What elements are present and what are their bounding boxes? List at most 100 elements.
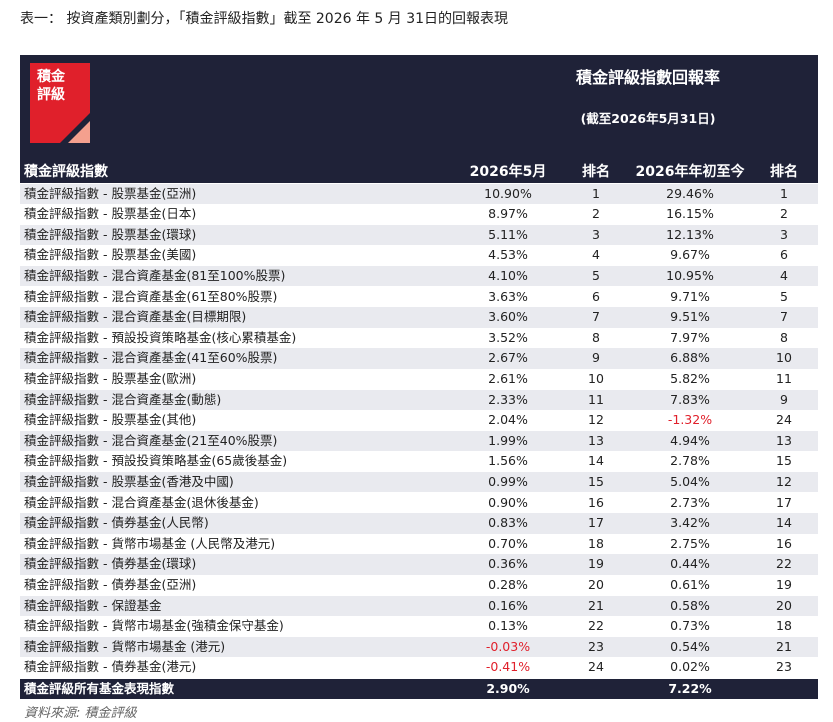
table-cell: 0.54%: [670, 638, 710, 654]
table-cell: 0.61%: [670, 576, 710, 592]
row-band: [20, 595, 818, 617]
table-cell: 9: [780, 391, 788, 407]
table-cell: 積金評級指數 - 混合資產基金(41至60%股票): [24, 350, 278, 366]
row-band: [20, 183, 818, 205]
table-cell: 8.97%: [488, 206, 528, 222]
table-cell: 8: [592, 329, 600, 345]
table-cell: 4.10%: [488, 267, 528, 283]
table-cell: 15: [776, 453, 792, 469]
source: 資料來源: 積金評級: [24, 706, 137, 721]
table-cell: 17: [776, 494, 792, 510]
table-cell: 13: [588, 432, 604, 448]
table-cell: 0.70%: [488, 535, 528, 551]
table-cell: 20: [776, 597, 792, 613]
table-cell: 9.71%: [670, 288, 710, 304]
table-cell: 14: [588, 453, 604, 469]
logo-text: 積金: [36, 68, 66, 85]
table-cell: 積金評級指數 - 預設投資策略基金(核心累積基金): [24, 329, 297, 345]
table-cell: 23: [776, 659, 792, 675]
table-cell: 0.83%: [488, 515, 528, 531]
table-cell: 5: [592, 267, 600, 283]
table-cell: 2: [592, 206, 600, 222]
table-cell: 積金評級指數 - 債券基金(亞洲): [24, 576, 197, 592]
table-cell: 17: [588, 515, 604, 531]
table-cell: 6: [592, 288, 600, 304]
table-cell: 8: [780, 329, 788, 345]
table-cell: 12.13%: [666, 226, 714, 242]
table-cell: 4: [780, 267, 788, 283]
table-cell: 18: [776, 618, 792, 634]
footer-cell: 7.22%: [668, 681, 712, 696]
table-cell: 積金評級指數 - 貨幣市場基金 (港元): [24, 638, 226, 654]
table-cell: 2: [780, 206, 788, 222]
table-cell: 積金評級指數 - 債券基金(港元): [24, 659, 197, 675]
table-cell: 24: [588, 659, 604, 675]
table-cell: 0.16%: [488, 597, 528, 613]
table-cell: 2.78%: [670, 453, 710, 469]
table-cell: 3.60%: [488, 309, 528, 325]
table-cell: 3.42%: [670, 515, 710, 531]
table-cell: 積金評級指數 - 保證基金: [24, 597, 162, 613]
table-cell: 0.58%: [670, 597, 710, 613]
table-cell: 2.75%: [670, 535, 710, 551]
table-cell: 0.28%: [488, 576, 528, 592]
table-cell: 22: [588, 618, 604, 634]
table-cell: 5.82%: [670, 370, 710, 386]
column-header: 2026年5月: [469, 164, 547, 180]
column-header: 排名: [770, 164, 798, 180]
table-cell: 4: [592, 247, 600, 263]
table-cell: 16: [776, 535, 792, 551]
table-cell: 1: [780, 185, 788, 201]
table-cell: 4.53%: [488, 247, 528, 263]
table-cell: 21: [776, 638, 792, 654]
table-cell: 2.67%: [488, 350, 528, 366]
table-cell: 0.90%: [488, 494, 528, 510]
row-band: [20, 471, 818, 493]
table-cell: 積金評級指數 - 股票基金(環球): [24, 226, 197, 242]
table-cell: 3.52%: [488, 329, 528, 345]
table-cell: 積金評級指數 - 債券基金(環球): [24, 556, 197, 572]
table-cell: 積金評級指數 - 混合資產基金(21至40%股票): [24, 432, 278, 448]
table-cell: 6: [780, 247, 788, 263]
table-cell: -0.03%: [485, 638, 531, 654]
footer-band: [20, 679, 818, 699]
table-cell: 0.02%: [670, 659, 710, 675]
table-cell: 15: [588, 473, 604, 489]
table-cell: 0.73%: [670, 618, 710, 634]
table-cell: 5.04%: [670, 473, 710, 489]
table-cell: 積金評級指數 - 股票基金(美國): [24, 247, 197, 263]
table-cell: 22: [776, 556, 792, 572]
row-band: [20, 554, 818, 575]
table-cell: 4.94%: [670, 432, 710, 448]
table-cell: 10.95%: [666, 267, 714, 283]
column-header: 2026年年初至今: [635, 164, 745, 180]
table-cell: 0.44%: [670, 556, 710, 572]
table-cell: 積金評級指數 - 債券基金(人民幣): [24, 515, 209, 531]
logo: 積金 評級: [30, 63, 90, 143]
table-cell: 10.90%: [484, 185, 532, 201]
table-cell: 16.15%: [666, 206, 714, 222]
column-header: 排名: [582, 164, 610, 180]
table-cell: 5: [780, 288, 788, 304]
table-cell: 積金評級指數 - 混合資產基金(動態): [24, 391, 222, 407]
table-cell: 1.56%: [488, 453, 528, 469]
table-cell: 11: [588, 391, 604, 407]
table-cell: 10: [588, 370, 604, 386]
table-cell: 11: [776, 370, 792, 386]
table-cell: 1.99%: [488, 432, 528, 448]
table-cell: 積金評級指數 - 股票基金(香港及中國): [24, 473, 234, 489]
row-band: [20, 513, 818, 534]
row-band: [20, 430, 818, 452]
table-cell: 積金評級指數 - 貨幣市場基金(強積金保守基金): [24, 618, 284, 634]
table-cell: 20: [588, 576, 604, 592]
table-cell: 2.61%: [488, 370, 528, 386]
caption: 表一： 按資產類別劃分，「積金評級指數」截至 2026 年 5 月 31日的回報…: [20, 11, 509, 27]
table-cell: 7.97%: [670, 329, 710, 345]
table-cell: 23: [588, 638, 604, 654]
table-cell: 14: [776, 515, 792, 531]
table-cell: 積金評級指數 - 混合資產基金(61至80%股票): [24, 288, 278, 304]
table-cell: 積金評級指數 - 股票基金(日本): [24, 206, 197, 222]
table-cell: 0.13%: [488, 618, 528, 634]
table-cell: 積金評級指數 - 混合資產基金(退休後基金): [24, 494, 259, 510]
